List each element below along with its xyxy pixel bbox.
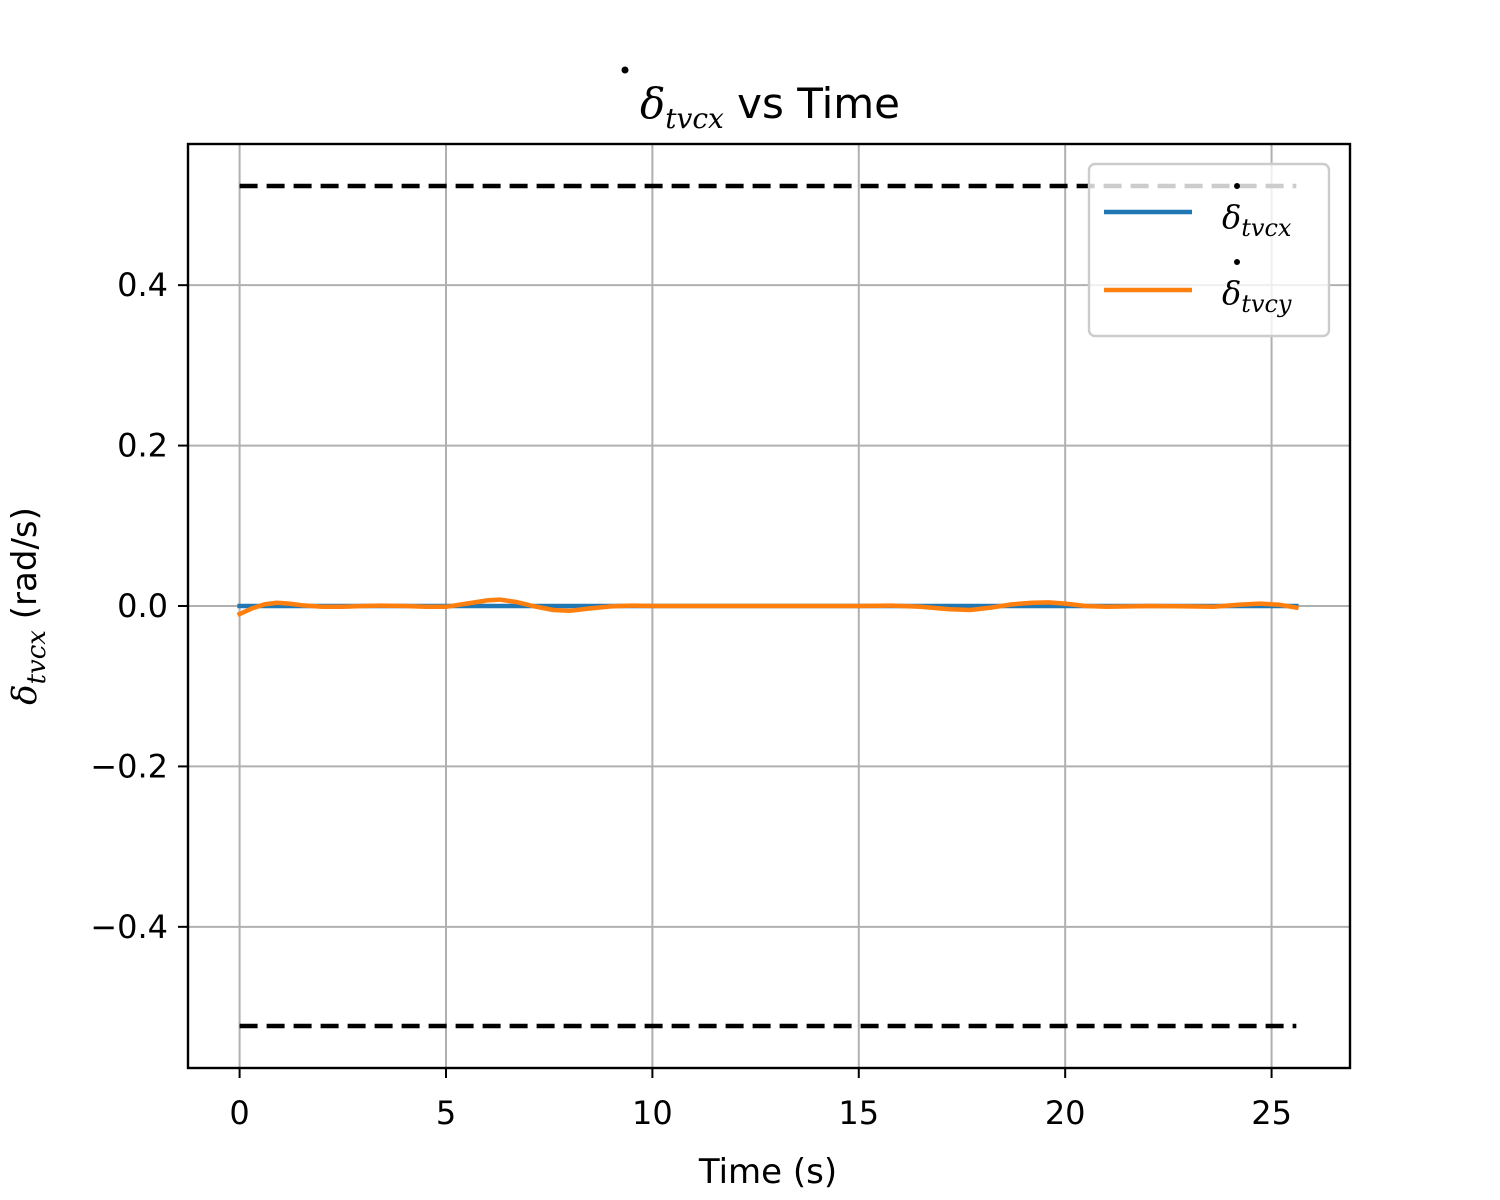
legend-overdot-tvcx bbox=[1234, 183, 1240, 189]
x-tick-label: 10 bbox=[632, 1094, 673, 1132]
y-axis-symbol: δ bbox=[5, 684, 45, 704]
y-tick-label: 0.0 bbox=[117, 587, 168, 625]
y-tick-label: −0.4 bbox=[90, 908, 168, 946]
chart-title: δtvcx vs Time bbox=[621, 66, 900, 135]
x-tick-label: 0 bbox=[229, 1094, 249, 1132]
axis-ticks: 0 5 10 15 20 25 −0.4 −0.2 0.0 0.2 0.4 bbox=[90, 266, 1292, 1132]
series-line-tvcy bbox=[236, 597, 1299, 617]
title-rest: vs Time bbox=[724, 79, 900, 128]
y-tick-label: 0.2 bbox=[117, 427, 168, 465]
svg-text:δtvcy: δtvcy bbox=[1222, 274, 1292, 318]
svg-text:δtvcx vs Time: δtvcx vs Time bbox=[640, 79, 900, 135]
y-axis-subscript: tvcx bbox=[22, 630, 52, 685]
legend-entry-tvcx: δtvcx bbox=[1104, 183, 1292, 242]
svg-text:δtvcx (rad/s): δtvcx (rad/s) bbox=[5, 507, 52, 705]
title-subscript: tvcx bbox=[665, 102, 724, 135]
legend-overdot-tvcy bbox=[1234, 259, 1240, 265]
x-tick-label: 20 bbox=[1045, 1094, 1086, 1132]
series-lines bbox=[236, 597, 1299, 617]
x-tick-label: 25 bbox=[1251, 1094, 1292, 1132]
legend-subscript-tvcx: tvcx bbox=[1241, 214, 1292, 242]
legend-box bbox=[1087, 162, 1331, 338]
legend-symbol-tvcx: δ bbox=[1222, 198, 1241, 236]
y-axis-rest: (rad/s) bbox=[5, 507, 45, 630]
legend: δtvcx δtvcy bbox=[1087, 162, 1331, 338]
x-tick-label: 5 bbox=[436, 1094, 456, 1132]
y-tick-label: −0.2 bbox=[90, 747, 168, 785]
x-tick-label: 15 bbox=[838, 1094, 879, 1132]
legend-subscript-tvcy: tvcy bbox=[1241, 290, 1292, 318]
x-axis-label: Time (s) bbox=[698, 1152, 837, 1192]
legend-entry-tvcy: δtvcy bbox=[1104, 259, 1292, 318]
svg-text:δtvcx: δtvcx bbox=[1222, 198, 1292, 242]
title-symbol: δ bbox=[640, 79, 665, 128]
y-axis-label: δtvcx (rad/s) bbox=[5, 507, 52, 705]
legend-symbol-tvcy: δ bbox=[1222, 274, 1241, 312]
title-overdot bbox=[621, 66, 629, 74]
y-tick-label: 0.4 bbox=[117, 266, 168, 304]
